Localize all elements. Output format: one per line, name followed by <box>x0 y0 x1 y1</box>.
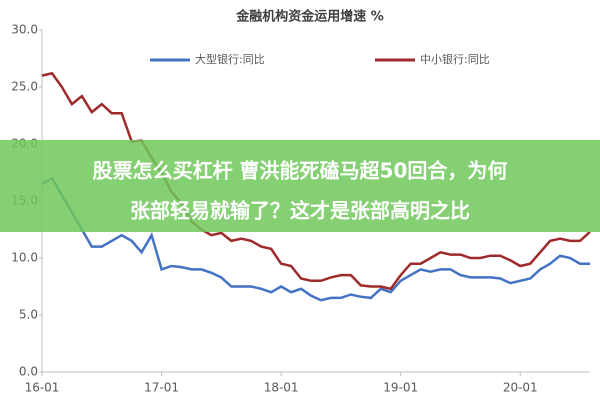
y-tick-label: 30.0 <box>11 23 38 37</box>
y-tick-label: 0.0 <box>19 365 38 379</box>
y-tick-label: 5.0 <box>19 308 38 322</box>
x-tick-label: 20-01 <box>503 381 538 395</box>
x-tick-label: 17-01 <box>144 381 179 395</box>
legend-label: 中小银行:同比 <box>420 52 490 66</box>
legend-label: 大型银行:同比 <box>195 52 265 66</box>
x-tick-label: 18-01 <box>264 381 299 395</box>
y-tick-label: 25.0 <box>11 80 38 94</box>
y-tick-label: 10.0 <box>11 251 38 265</box>
x-tick-label: 19-01 <box>383 381 418 395</box>
x-tick-label: 16-01 <box>25 381 60 395</box>
series-line <box>41 176 590 302</box>
banner-text: 股票怎么买杠杆 曹洪能死磕马超50回合，为何 <box>93 159 508 183</box>
chart-title: 金融机构资金运用增速 % <box>235 9 384 25</box>
banner-text: 张部轻易就输了？这才是张部高明之比 <box>130 199 470 223</box>
banner <box>0 140 600 232</box>
